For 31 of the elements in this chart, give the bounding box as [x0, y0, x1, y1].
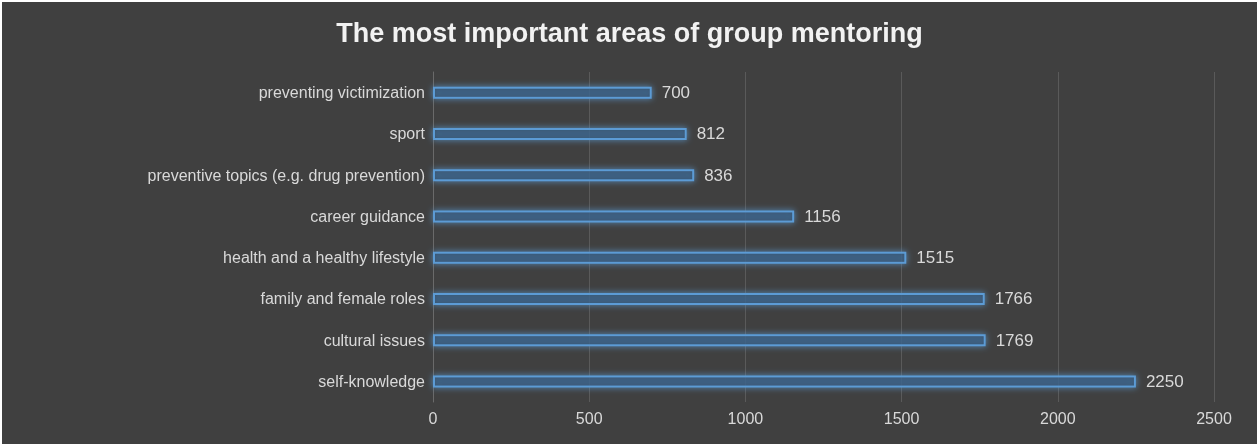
x-tick-label: 2500	[1196, 409, 1232, 427]
y-tick-label: cultural issues	[323, 331, 425, 349]
y-tick-label: self-knowledge	[318, 372, 426, 390]
data-label: 700	[661, 83, 691, 103]
y-tick-label: preventing victimization	[258, 84, 425, 102]
data-label: 2250	[1145, 371, 1184, 391]
data-label: 1515	[916, 248, 955, 268]
bar	[433, 86, 652, 99]
y-tick-label: family and female roles	[260, 290, 425, 308]
x-tick-label: 1000	[727, 409, 764, 427]
bar	[433, 334, 986, 347]
x-tick-label: 2000	[1040, 409, 1076, 427]
data-label: 1769	[995, 330, 1034, 350]
x-tick-label: 1500	[883, 409, 920, 427]
bar	[433, 292, 985, 305]
y-tick-label: preventive topics (e.g. drug prevention)	[147, 166, 425, 184]
bar	[433, 210, 795, 223]
chart-title: The most important areas of group mentoring	[336, 17, 923, 48]
data-label: 812	[696, 124, 726, 144]
bar	[433, 375, 1136, 388]
y-tick-label: career guidance	[310, 207, 426, 225]
x-tick-label: 500	[575, 409, 603, 427]
bar	[433, 251, 907, 264]
bar	[433, 127, 687, 140]
bar	[433, 169, 695, 182]
data-label: 836	[704, 165, 733, 185]
x-tick-label: 0	[428, 409, 438, 427]
y-tick-label: health and a healthy lifestyle	[223, 249, 426, 267]
data-label: 1156	[804, 206, 841, 226]
data-label: 1766	[994, 289, 1033, 309]
y-tick-label: sport	[389, 125, 426, 143]
